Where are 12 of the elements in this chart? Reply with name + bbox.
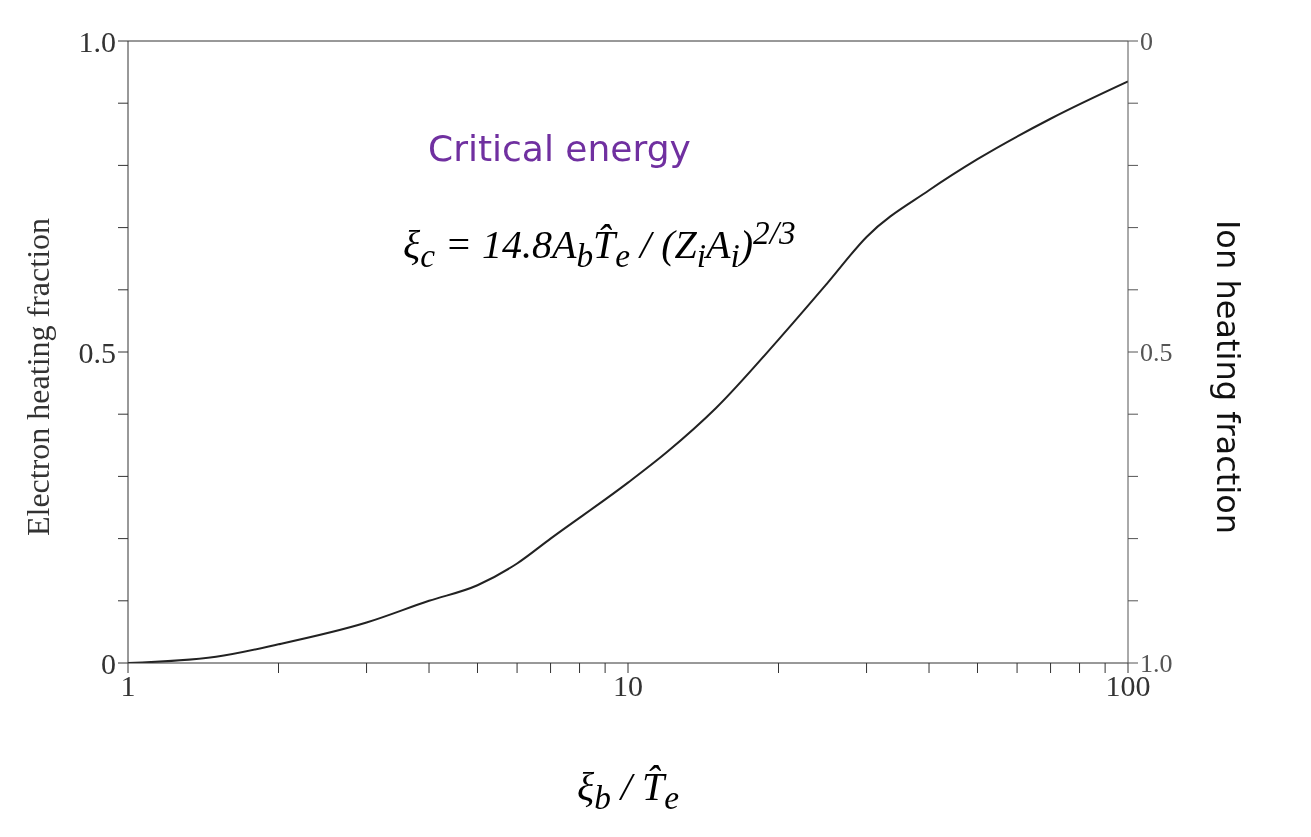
y2-tick-label: 0.5: [1140, 338, 1173, 368]
y-tick-label: 1.0: [78, 24, 116, 58]
y-axis-title: Electron heating fraction: [19, 216, 57, 538]
annotation: Critical energy: [428, 128, 691, 169]
y-tick-label: 0: [101, 646, 116, 680]
x-tick-label: 1: [120, 669, 136, 703]
y-tick-label: 0.5: [78, 335, 116, 369]
x-axis-title: ξ$_{b}$ / T̂$_{e}$: [576, 763, 680, 817]
y2-tick-label: 0: [1140, 27, 1153, 57]
y2-axis-title: Ion heating fraction: [1208, 218, 1248, 536]
text: ξ$_{c}$ = 14.8A$_{b}$T̂$_{e}$ / (Z$_{i}$A$_{i}$)$^{2/3}$: [403, 214, 796, 275]
x-tick-label: 10: [613, 669, 643, 703]
